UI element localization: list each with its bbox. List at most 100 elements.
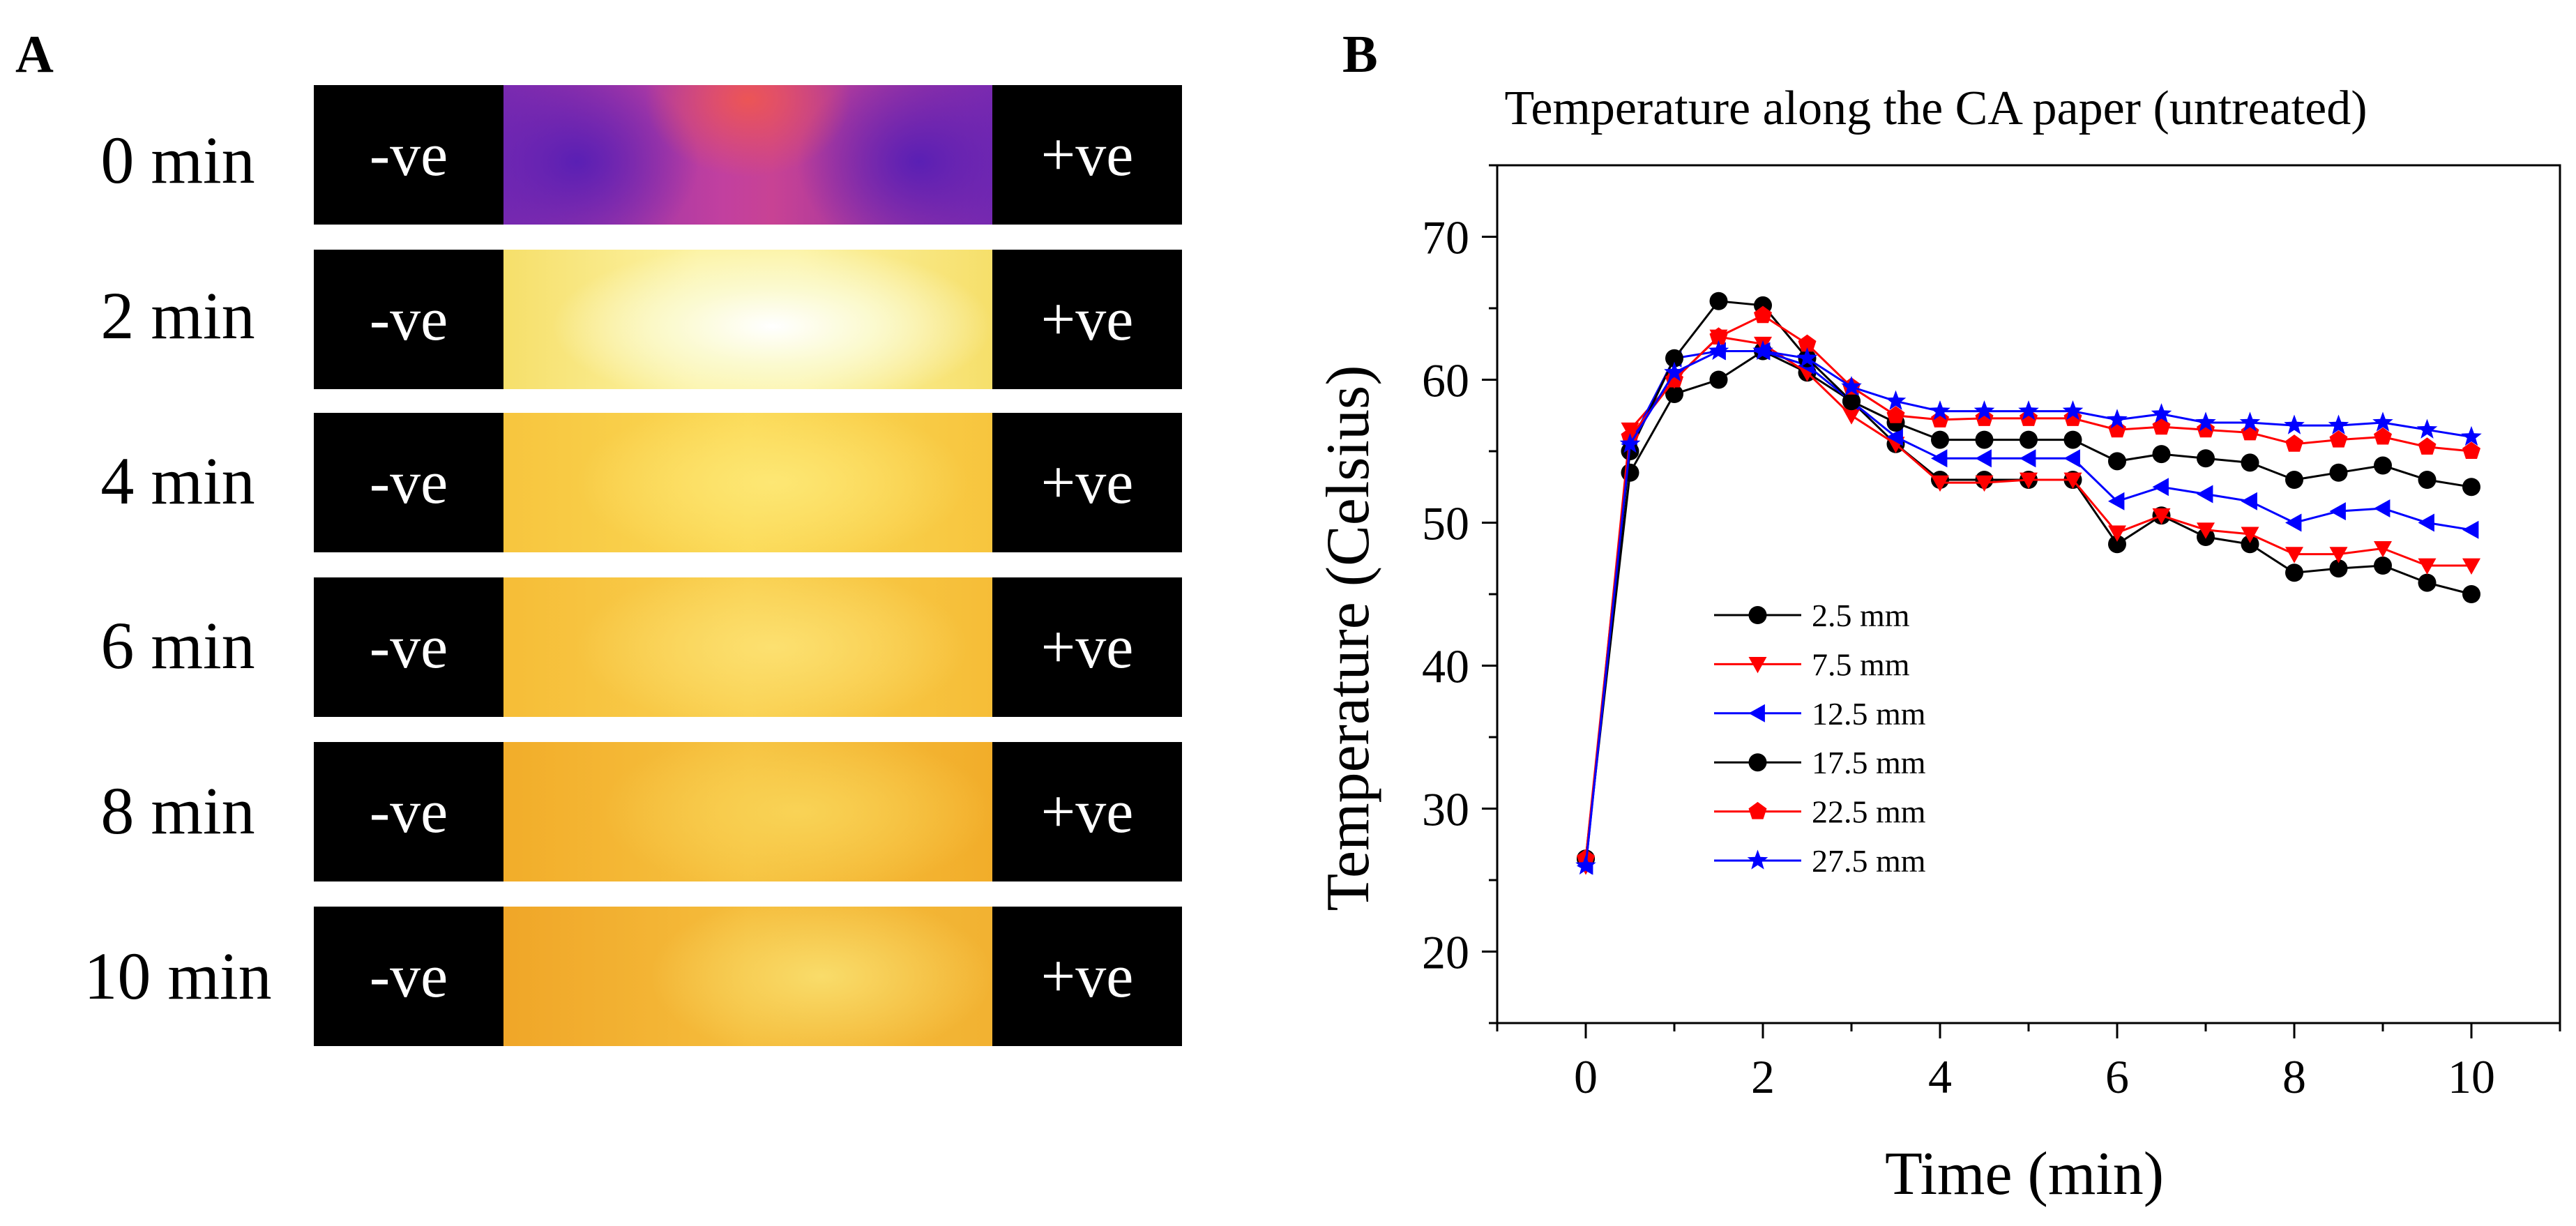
- data-point: [2197, 449, 2215, 468]
- x-tick-label: 8: [2282, 1050, 2306, 1103]
- data-point: [1842, 392, 1861, 411]
- negative-electrode-label: -ve: [314, 907, 503, 1046]
- data-point: [1842, 408, 1861, 425]
- data-point: [2152, 478, 2169, 497]
- data-point: [1665, 349, 1683, 368]
- x-axis-title: Time (min): [1885, 1140, 2164, 1208]
- data-point: [1752, 340, 1773, 361]
- data-point: [2239, 411, 2261, 432]
- negative-electrode-label: -ve: [314, 250, 503, 389]
- data-point: [2241, 527, 2259, 543]
- series-17-5-mm: [1577, 292, 2480, 868]
- thermal-image: [503, 85, 992, 225]
- data-point: [2461, 425, 2482, 446]
- thermal-strip-5: -ve +ve: [314, 907, 1182, 1046]
- negative-electrode-label: -ve: [314, 413, 503, 552]
- time-label-1: 2 min: [100, 278, 255, 353]
- data-point: [2374, 557, 2392, 575]
- data-point: [2374, 456, 2392, 475]
- data-point: [2418, 437, 2437, 455]
- data-point: [1975, 430, 1994, 449]
- y-tick-label: 20: [1422, 926, 1469, 979]
- data-point: [2462, 441, 2480, 459]
- data-point: [1709, 370, 1728, 389]
- data-point: [2018, 400, 2039, 421]
- data-point: [2241, 453, 2259, 472]
- positive-electrode-label: +ve: [992, 742, 1182, 881]
- y-tick-label: 40: [1422, 640, 1469, 693]
- data-point: [1748, 801, 1767, 819]
- negative-electrode-label: -ve: [314, 85, 503, 225]
- legend-item: 12.5 mm: [1714, 696, 1926, 732]
- data-point: [2462, 558, 2480, 575]
- data-point: [2374, 427, 2392, 445]
- data-point: [2107, 409, 2128, 429]
- time-label-3: 6 min: [100, 608, 255, 683]
- positive-electrode-label: +ve: [992, 85, 1182, 225]
- legend-label: 7.5 mm: [1812, 646, 1910, 682]
- positive-electrode-label: +ve: [992, 250, 1182, 389]
- positive-electrode-label: +ve: [992, 907, 1182, 1046]
- data-point: [2062, 400, 2084, 421]
- data-point: [2108, 535, 2126, 554]
- y-tick-label: 30: [1422, 783, 1469, 836]
- panel-label-a: A: [15, 25, 54, 84]
- legend-item: 17.5 mm: [1714, 745, 1926, 780]
- data-point: [2418, 513, 2434, 532]
- data-point: [2108, 452, 2126, 471]
- data-point: [2329, 559, 2348, 578]
- thermal-image: [503, 742, 992, 881]
- panel-label-b: B: [1342, 25, 1378, 84]
- data-point: [1975, 409, 1994, 426]
- data-point: [2285, 434, 2303, 452]
- data-point: [2108, 492, 2125, 510]
- thermal-strip-4: -ve +ve: [314, 742, 1182, 881]
- legend-label: 12.5 mm: [1812, 696, 1926, 732]
- data-point: [2329, 430, 2348, 448]
- data-point: [1747, 849, 1768, 870]
- data-point: [2152, 445, 2171, 464]
- legend-label: 22.5 mm: [1812, 794, 1926, 830]
- data-point: [1575, 854, 1596, 875]
- y-axis-title: Temperature (Celsius): [1314, 365, 1382, 911]
- data-point: [2020, 472, 2038, 489]
- y-tick-label: 60: [1422, 354, 1469, 407]
- x-tick-label: 10: [2448, 1050, 2495, 1103]
- data-point: [2374, 499, 2391, 517]
- data-point: [2285, 563, 2303, 582]
- thermal-strip-2: -ve +ve: [314, 413, 1182, 552]
- data-point: [2197, 485, 2213, 504]
- data-point: [1796, 347, 1818, 368]
- data-point: [2195, 411, 2216, 432]
- data-point: [2416, 418, 2438, 439]
- data-point: [2284, 414, 2305, 434]
- data-point: [2020, 409, 2038, 426]
- legend-label: 2.5 mm: [1812, 598, 1910, 633]
- series-layer: [1575, 292, 2482, 875]
- data-point: [1748, 753, 1767, 772]
- data-point: [2328, 414, 2349, 434]
- data-point: [1975, 475, 1994, 492]
- data-point: [2241, 492, 2257, 510]
- data-point: [1886, 406, 1905, 423]
- x-tick-label: 2: [1751, 1050, 1775, 1103]
- legend-item: 22.5 mm: [1714, 794, 1926, 830]
- data-point: [2462, 585, 2480, 603]
- series-27-5-mm: [1575, 340, 2482, 875]
- data-point: [1841, 376, 1862, 396]
- data-point: [1931, 449, 1948, 468]
- data-point: [2152, 417, 2171, 435]
- x-tick-label: 0: [1574, 1050, 1598, 1103]
- x-tick-label: 4: [1928, 1050, 1952, 1103]
- thermal-image: [503, 250, 992, 389]
- data-point: [2152, 508, 2171, 525]
- data-point: [2197, 522, 2215, 539]
- thermal-image: [503, 413, 992, 552]
- positive-electrode-label: +ve: [992, 577, 1182, 717]
- legend-label: 17.5 mm: [1812, 745, 1926, 780]
- thermal-image: [503, 577, 992, 717]
- time-label-5: 10 min: [84, 939, 272, 1013]
- data-point: [2329, 463, 2348, 482]
- data-point: [2329, 547, 2348, 563]
